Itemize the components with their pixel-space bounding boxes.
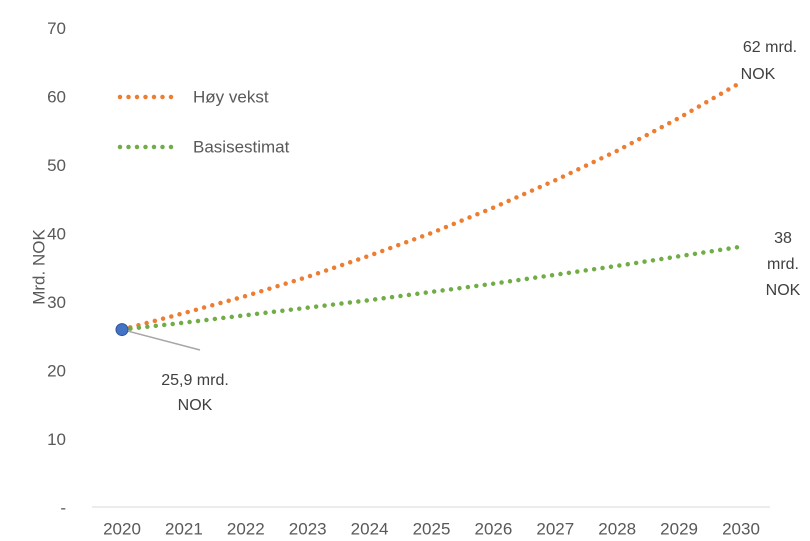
- x-tick-label: 2022: [227, 519, 265, 538]
- y-tick-label: -: [60, 498, 66, 517]
- x-tick-label: 2020: [103, 519, 141, 538]
- annotation: NOK: [178, 397, 213, 414]
- annotation: 62 mrd.: [743, 39, 797, 56]
- y-axis-label: Mrd. NOK: [29, 229, 48, 305]
- x-tick-label: 2021: [165, 519, 203, 538]
- point-marker: [115, 323, 129, 337]
- annotation: NOK: [766, 282, 801, 299]
- legend-label: Basisestimat: [193, 137, 290, 156]
- annotation: NOK: [741, 66, 776, 83]
- annotation: 38: [774, 230, 792, 247]
- series-line: [119, 80, 744, 332]
- x-tick-label: 2025: [413, 519, 451, 538]
- y-tick-label: 50: [47, 156, 66, 175]
- y-tick-label: 20: [47, 361, 66, 380]
- leader-line: [121, 328, 201, 351]
- legend-label: Høy vekst: [193, 87, 269, 106]
- y-tick-label: 40: [47, 224, 66, 243]
- y-tick-label: 10: [47, 430, 66, 449]
- x-tick-label: 2030: [722, 519, 760, 538]
- y-tick-label: 70: [47, 19, 66, 38]
- annotation: 25,9 mrd.: [161, 372, 229, 389]
- x-tick-label: 2023: [289, 519, 327, 538]
- x-tick-label: 2024: [351, 519, 389, 538]
- x-tick-label: 2028: [598, 519, 636, 538]
- x-tick-label: 2027: [536, 519, 574, 538]
- x-tick-label: 2029: [660, 519, 698, 538]
- x-tick-label: 2026: [474, 519, 512, 538]
- y-tick-label: 30: [47, 293, 66, 312]
- series-line: [119, 244, 744, 332]
- y-tick-label: 60: [47, 87, 66, 106]
- annotation: mrd.: [767, 256, 799, 273]
